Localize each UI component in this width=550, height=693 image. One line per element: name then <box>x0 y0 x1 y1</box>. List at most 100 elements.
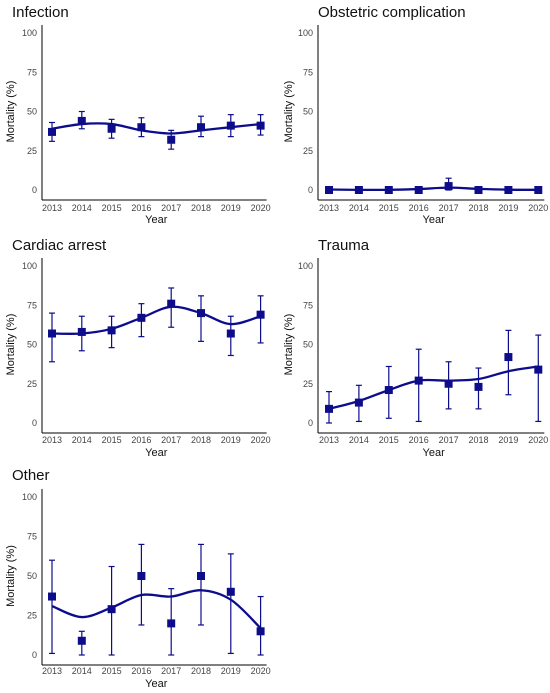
panel-cardiac-arrest: Cardiac arrest 0 25 50 75 100 2013 2014 2015 2016… <box>5 237 271 459</box>
x-tick-label: 2016 <box>131 435 151 445</box>
x-tick-label: 2019 <box>221 203 241 213</box>
x-tick-label: 2019 <box>221 666 241 676</box>
data-point <box>414 186 423 194</box>
data-point <box>167 299 176 308</box>
x-tick-label: 2016 <box>131 666 151 676</box>
data-point <box>137 123 146 132</box>
data-point <box>137 572 146 580</box>
y-tick-label: 100 <box>22 261 37 271</box>
y-tick-label: 100 <box>298 261 313 271</box>
x-axis-label: Year <box>145 214 168 226</box>
panel-title: Trauma <box>318 237 370 254</box>
x-tick-label: 2013 <box>42 666 62 676</box>
data-point <box>107 605 116 614</box>
panel-title: Infection <box>12 4 69 21</box>
y-axis-label: Mortality (%) <box>5 81 17 143</box>
y-tick-label: 100 <box>22 28 37 38</box>
x-tick-label: 2020 <box>251 666 271 676</box>
y-tick-label: 75 <box>27 67 37 77</box>
y-tick-label: 50 <box>303 340 313 350</box>
data-point <box>137 313 146 322</box>
data-point <box>77 116 86 125</box>
x-tick-label: 2015 <box>102 666 122 676</box>
data-point <box>226 587 235 596</box>
x-tick-label: 2013 <box>42 435 62 445</box>
x-tick-label: 2020 <box>251 203 271 213</box>
x-tick-label: 2014 <box>72 435 92 445</box>
x-tick-label: 2019 <box>498 203 518 213</box>
x-axis-label: Year <box>423 214 446 226</box>
x-tick-label: 2017 <box>439 203 459 213</box>
x-tick-label: 2019 <box>221 435 241 445</box>
x-tick-label: 2013 <box>42 203 62 213</box>
data-point <box>256 627 265 636</box>
y-tick-label: 50 <box>27 107 37 117</box>
y-tick-label: 0 <box>308 418 313 428</box>
y-tick-label: 25 <box>303 379 313 389</box>
data-point <box>77 636 86 645</box>
y-axis-label: Mortality (%) <box>283 81 295 143</box>
data-point <box>354 186 363 194</box>
data-point <box>534 186 543 194</box>
y-tick-label: 0 <box>32 185 37 195</box>
x-tick-label: 2016 <box>409 435 429 445</box>
y-tick-label: 75 <box>303 300 313 310</box>
x-tick-label: 2014 <box>349 203 369 213</box>
x-tick-label: 2017 <box>439 435 459 445</box>
x-axis-label: Year <box>145 447 168 459</box>
data-point <box>77 327 86 336</box>
data-point <box>444 182 453 191</box>
y-tick-label: 75 <box>27 532 37 542</box>
data-point <box>48 592 56 601</box>
panel-infection: Infection 0 25 50 75 100 2013 2014 2015 2016 2017 2… <box>5 4 271 226</box>
x-tick-label: 2013 <box>319 203 339 213</box>
x-tick-label: 2015 <box>102 203 122 213</box>
x-tick-label: 2014 <box>72 666 92 676</box>
data-point <box>197 309 205 318</box>
data-point <box>325 186 333 194</box>
x-tick-label: 2020 <box>528 435 548 445</box>
panel-title: Other <box>12 467 50 484</box>
y-tick-label: 0 <box>32 418 37 428</box>
data-point <box>167 135 176 144</box>
panel-obstetric-complication: Obstetric complication 0 25 50 75 100 2013 2014… <box>283 4 548 226</box>
data-point <box>325 404 333 413</box>
trend-line <box>51 589 262 629</box>
data-point <box>107 124 116 133</box>
x-tick-label: 2014 <box>72 203 92 213</box>
data-point <box>444 379 453 388</box>
x-tick-label: 2018 <box>468 203 488 213</box>
data-point <box>256 310 265 319</box>
x-tick-label: 2016 <box>409 203 429 213</box>
x-tick-label: 2017 <box>161 666 181 676</box>
x-tick-label: 2013 <box>319 435 339 445</box>
y-tick-label: 25 <box>27 611 37 621</box>
x-tick-label: 2015 <box>102 435 122 445</box>
data-point <box>354 398 363 407</box>
x-axis-label: Year <box>423 447 446 459</box>
data-point <box>504 353 513 362</box>
y-tick-label: 50 <box>27 340 37 350</box>
y-axis-label: Mortality (%) <box>5 545 17 607</box>
y-tick-label: 25 <box>27 379 37 389</box>
data-point <box>226 329 235 338</box>
x-tick-label: 2014 <box>349 435 369 445</box>
data-point <box>107 326 116 335</box>
data-point <box>167 619 176 628</box>
panel-trauma: Trauma 0 25 50 75 100 2013 2014 2015 2016 2017 2018… <box>283 237 548 459</box>
x-tick-label: 2018 <box>191 666 211 676</box>
x-tick-label: 2015 <box>379 435 399 445</box>
x-tick-label: 2017 <box>161 203 181 213</box>
panel-title: Cardiac arrest <box>12 237 107 254</box>
data-point <box>48 329 56 338</box>
x-axis-label: Year <box>145 678 168 690</box>
data-point <box>504 186 513 194</box>
panel-title: Obstetric complication <box>318 4 466 21</box>
data-point <box>197 123 205 132</box>
x-tick-label: 2020 <box>528 203 548 213</box>
y-tick-label: 50 <box>303 107 313 117</box>
panel-other: Other 0 25 50 75 100 2013 2014 2015 2016 2017 2018 2… <box>5 467 271 690</box>
data-point <box>474 186 483 194</box>
x-tick-label: 2018 <box>468 435 488 445</box>
x-tick-label: 2018 <box>191 435 211 445</box>
